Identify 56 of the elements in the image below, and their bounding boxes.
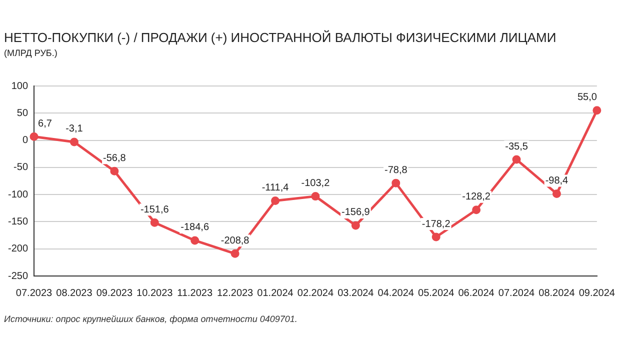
point <box>392 178 400 188</box>
point <box>552 189 561 198</box>
x-tick-label: 05.2024 <box>418 288 455 299</box>
data-label: 6,7 <box>38 118 52 130</box>
data-label: -103,2 <box>301 178 330 190</box>
x-tick-label: 04.2024 <box>378 288 414 299</box>
data-label: -184,6 <box>180 222 210 234</box>
data-label: -98,4 <box>545 175 569 186</box>
point <box>432 232 440 242</box>
x-tick-label: 02.2024 <box>297 288 334 299</box>
x-tick-label: 12.2023 <box>216 288 254 299</box>
chart-title: НЕТТО-ПОКУПКИ (-) / ПРОДАЖИ (+) ИНОСТРАННОЙ ВАЛЮТЫ ФИЗИЧЕСКИМИ ЛИЦАМИ <box>4 30 556 45</box>
x-tick-label: 10.2023 <box>136 288 174 299</box>
data-label: -111,4 <box>262 182 290 194</box>
chart-subtitle: (МЛРД РУБ.) <box>4 48 58 58</box>
point <box>592 106 602 115</box>
point <box>311 192 320 201</box>
x-tick-label: 01.2024 <box>257 288 294 299</box>
data-label: -56,8 <box>103 152 126 164</box>
point <box>150 218 159 227</box>
y-tick-label: 0 <box>22 135 28 146</box>
y-tick-label: -250 <box>8 270 28 282</box>
point <box>110 166 119 176</box>
point <box>70 138 78 146</box>
point <box>472 206 481 214</box>
data-label: -178,2 <box>422 218 451 230</box>
data-label: -156,9 <box>342 207 370 218</box>
x-tick-label: 07.2023 <box>16 288 53 299</box>
x-tick-label: 08.2024 <box>538 288 576 299</box>
y-tick-label: -200 <box>8 244 28 255</box>
point <box>512 155 521 164</box>
data-label: -3,1 <box>66 124 84 135</box>
x-tick-label: 08.2023 <box>56 288 93 299</box>
y-tick-label: -150 <box>8 216 28 228</box>
data-label: -128,2 <box>462 192 491 203</box>
data-label: -208,8 <box>220 235 250 246</box>
x-tick-label: 09.2024 <box>578 288 616 299</box>
data-label: 55,0 <box>577 92 598 104</box>
x-tick-label: 07.2024 <box>498 288 536 299</box>
x-tick-label: 03.2024 <box>338 288 374 299</box>
y-tick-label: -100 <box>8 189 28 200</box>
data-label: -151,6 <box>140 204 170 216</box>
y-tick-label: 100 <box>11 80 28 92</box>
point <box>351 221 360 230</box>
x-tick-label: 11.2023 <box>177 288 213 299</box>
point <box>271 196 280 206</box>
data-label: -78,8 <box>384 164 408 176</box>
x-tick-label: 06.2024 <box>458 288 495 299</box>
point <box>230 249 240 258</box>
data-label: -35,5 <box>505 141 528 152</box>
text: Источники: опрос крупнейших банков, форма отчетности 0409701. <box>4 314 298 324</box>
y-tick-label: -50 <box>14 162 28 174</box>
x-tick-label: 09.2023 <box>96 288 133 299</box>
point <box>190 236 200 245</box>
point <box>30 132 38 141</box>
y-tick-label: 50 <box>16 108 28 119</box>
